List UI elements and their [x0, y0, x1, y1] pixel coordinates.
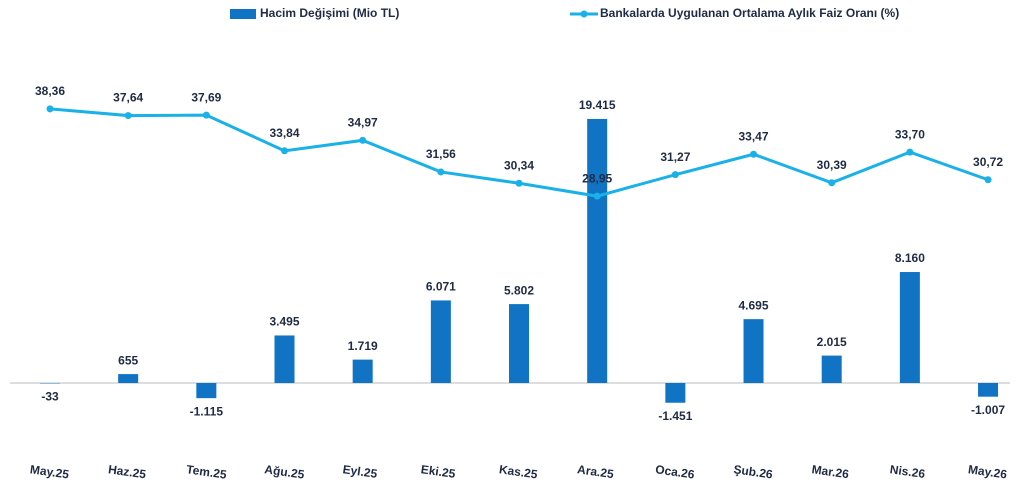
x-tick-label: May.26 [967, 462, 1008, 481]
data-label: -1.115 [190, 404, 224, 418]
data-label: 34,97 [348, 116, 378, 130]
data-label: 31,27 [660, 150, 690, 164]
x-tick-label: Tem.25 [185, 462, 227, 482]
data-label: 30,72 [973, 155, 1003, 169]
bar [743, 319, 764, 383]
legend-swatch [580, 10, 588, 18]
data-label: 28,95 [582, 171, 612, 185]
line-point [281, 147, 289, 155]
data-label: 2.015 [817, 335, 847, 349]
bar [978, 383, 999, 397]
bar [196, 383, 217, 399]
x-tick-label: Eki.25 [420, 462, 457, 481]
data-label: 30,34 [504, 158, 534, 172]
data-label: 5.802 [504, 283, 534, 297]
x-tick-label: Kas.25 [498, 462, 539, 481]
line-point [46, 105, 54, 113]
line-point [202, 111, 210, 119]
data-label: 33,47 [739, 129, 769, 143]
legend-label: Hacim Değişimi (Mio TL) [260, 6, 399, 20]
data-label: 6.071 [426, 280, 456, 294]
bar [509, 304, 530, 383]
x-tick-label: Ara.25 [576, 462, 615, 481]
x-tick-label: Eyl.25 [342, 462, 379, 481]
legend-swatch [230, 9, 256, 19]
bar [352, 359, 373, 383]
data-label: 38,36 [35, 84, 65, 98]
x-tick-label: Mar.26 [811, 462, 850, 481]
x-tick-label: Ağu.25 [264, 462, 306, 481]
legend-label: Bankalarda Uygulanan Ortalama Aylık Faiz… [600, 6, 899, 20]
data-label: 31,56 [426, 147, 456, 161]
bar [430, 300, 451, 383]
data-label: 655 [118, 353, 138, 367]
data-label: 37,64 [113, 91, 143, 105]
bar [587, 118, 608, 384]
data-label: 19.415 [579, 98, 616, 112]
line-point [750, 150, 758, 158]
data-label: 33,70 [895, 127, 925, 141]
data-label: 4.695 [739, 298, 769, 312]
x-tick-label: Oca.26 [655, 462, 696, 481]
data-label: -1.451 [658, 409, 692, 423]
data-label: 37,69 [191, 90, 221, 104]
line-point [671, 171, 679, 179]
bar [665, 383, 686, 403]
data-label: -33 [41, 390, 59, 404]
x-tick-label: Nis.26 [889, 462, 926, 481]
data-label: 30,39 [817, 158, 847, 172]
data-label: 33,84 [269, 126, 299, 140]
x-tick-label: Haz.25 [107, 462, 147, 481]
line-point [828, 179, 836, 187]
bar [118, 374, 139, 383]
line-point [515, 179, 523, 187]
bar [821, 355, 842, 383]
data-label: -1.007 [971, 403, 1005, 417]
bar [899, 272, 920, 383]
x-tick-label: Şub.26 [733, 462, 774, 481]
bar [274, 335, 295, 383]
data-label: 8.160 [895, 251, 925, 265]
line-point [359, 136, 367, 144]
line-point [124, 112, 132, 120]
line-point [906, 148, 914, 156]
data-label: 3.495 [269, 315, 299, 329]
data-label: 1.719 [348, 339, 378, 353]
line-point [437, 168, 445, 176]
x-tick-label: May.25 [29, 462, 70, 481]
line-point [984, 176, 992, 184]
line-point [593, 192, 601, 200]
